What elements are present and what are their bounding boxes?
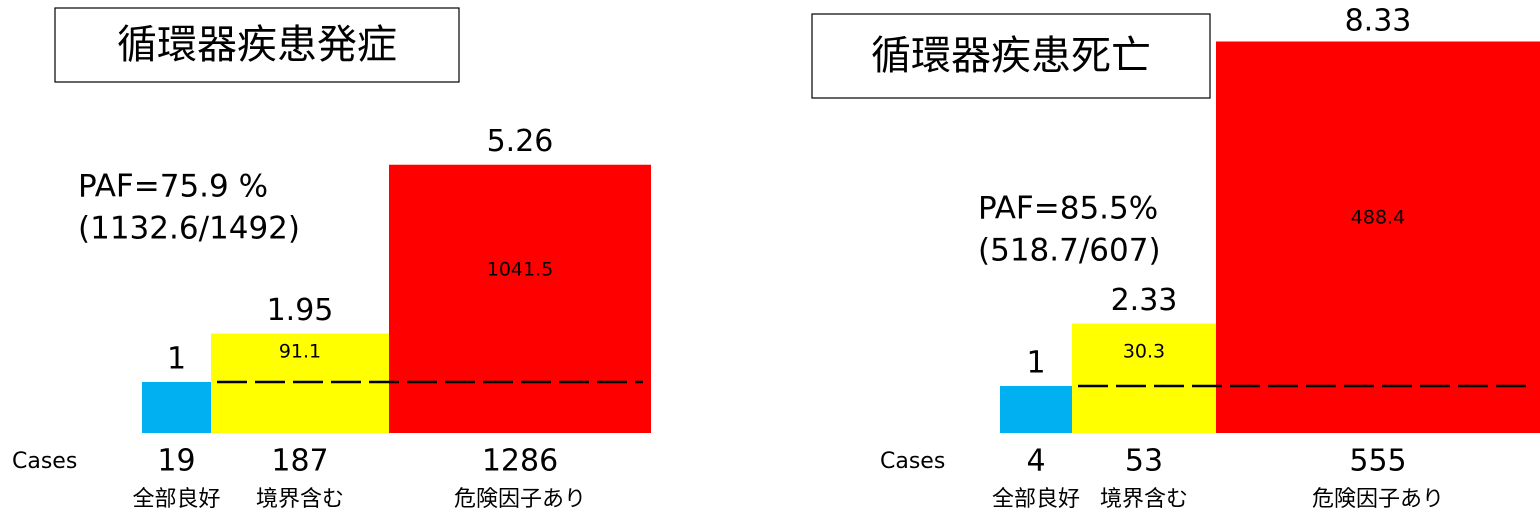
paf-detail: (1132.6/1492) xyxy=(78,211,300,247)
category-label: 全部良好 xyxy=(132,487,220,512)
cases-value: 187 xyxy=(271,444,328,479)
category-label: 全部良好 xyxy=(992,487,1080,512)
value-label: 2.33 xyxy=(1111,283,1178,318)
excess-label: 488.4 xyxy=(1351,207,1405,229)
excess-label: 30.3 xyxy=(1123,341,1165,363)
paf-label: PAF=85.5% xyxy=(978,191,1158,227)
bar xyxy=(1072,323,1216,433)
chart-title: 循環器疾患死亡 xyxy=(871,33,1151,79)
category-label: 危険因子あり xyxy=(454,487,586,512)
value-label: 1 xyxy=(1026,346,1045,381)
category-label: 境界含む xyxy=(256,487,344,512)
chart-title: 循環器疾患発症 xyxy=(117,22,397,68)
excess-label: 91.1 xyxy=(279,341,321,363)
bar xyxy=(1216,41,1540,434)
cases-value: 555 xyxy=(1349,444,1406,479)
cases-value: 1286 xyxy=(482,444,558,479)
value-label: 1.95 xyxy=(267,293,334,328)
category-label: 危険因子あり xyxy=(1312,487,1444,512)
paf-label: PAF=75.9 % xyxy=(78,169,268,205)
paf-detail: (518.7/607) xyxy=(978,233,1161,269)
value-label: 1 xyxy=(167,342,186,377)
bar xyxy=(142,382,211,433)
excess-label: 1041.5 xyxy=(487,259,553,281)
bar xyxy=(211,333,389,433)
category-label: 境界含む xyxy=(1100,487,1188,512)
cases-label: Cases xyxy=(880,449,945,474)
title-box xyxy=(54,7,460,83)
cases-value: 4 xyxy=(1026,444,1045,479)
cases-value: 53 xyxy=(1125,444,1163,479)
cases-label: Cases xyxy=(12,449,77,474)
title-box xyxy=(811,13,1211,99)
cases-value: 19 xyxy=(157,444,195,479)
bar xyxy=(1000,386,1072,433)
value-label: 5.26 xyxy=(487,124,554,159)
bar xyxy=(389,164,651,434)
value-label: 8.33 xyxy=(1345,4,1412,39)
